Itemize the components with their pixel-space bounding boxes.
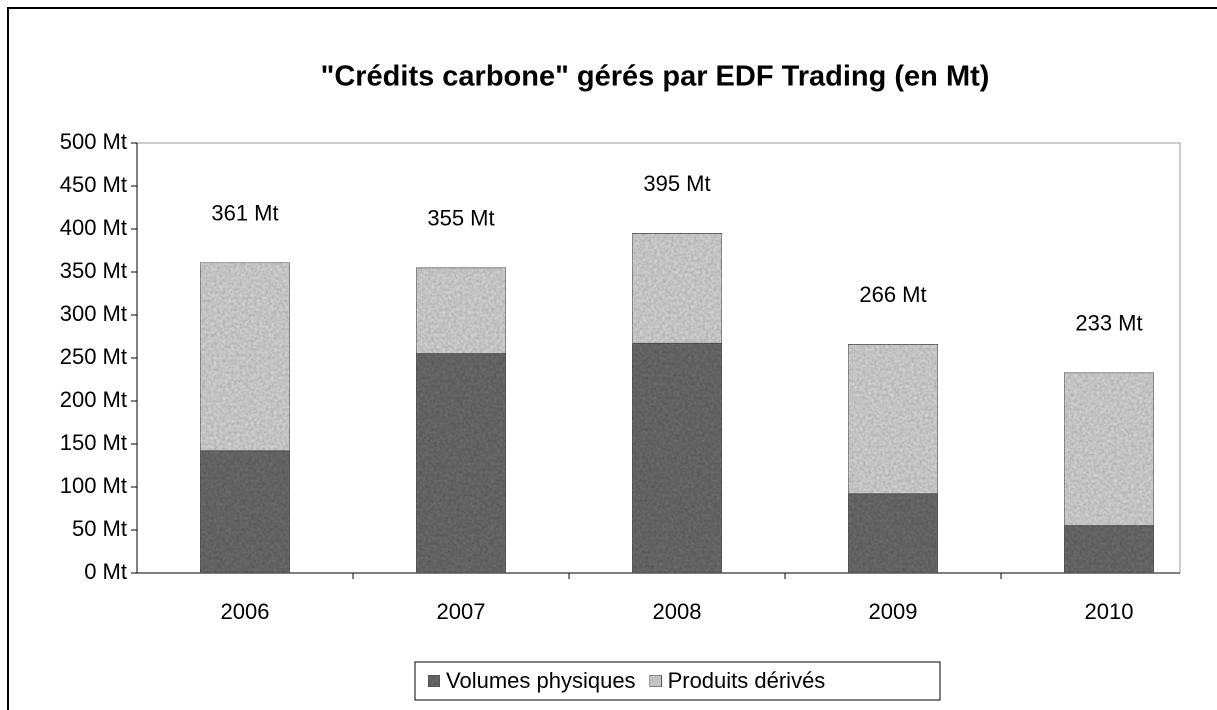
legend-label: Volumes physiques	[446, 668, 636, 693]
bar-segment	[631, 342, 723, 574]
bar-segment	[1063, 525, 1155, 574]
total-label: 361 Mt	[211, 200, 278, 225]
x-tick-label: 2009	[869, 599, 918, 624]
y-tick-label: 100 Mt	[60, 473, 127, 498]
x-tick-label: 2007	[437, 599, 486, 624]
y-tick-label: 450 Mt	[60, 172, 127, 197]
bar-segment	[847, 493, 939, 574]
legend	[414, 661, 941, 701]
y-tick-label: 50 Mt	[72, 516, 127, 541]
total-label: 233 Mt	[1075, 310, 1142, 335]
y-tick-label: 500 Mt	[60, 129, 127, 154]
bar-segment	[847, 343, 939, 495]
x-tick-label: 2008	[653, 599, 702, 624]
x-tick-label: 2006	[221, 599, 270, 624]
legend-swatch	[649, 674, 663, 688]
frame	[7, 7, 1217, 710]
bar-segment	[631, 232, 723, 344]
legend-swatch	[427, 674, 441, 688]
bar-segment	[199, 450, 291, 574]
total-label: 395 Mt	[643, 171, 710, 196]
y-tick-label: 300 Mt	[60, 301, 127, 326]
y-tick-label: 400 Mt	[60, 215, 127, 240]
x-tick-label: 2010	[1085, 599, 1134, 624]
y-tick-label: 0 Mt	[84, 559, 127, 584]
y-tick-label: 350 Mt	[60, 258, 127, 283]
y-tick-label: 200 Mt	[60, 387, 127, 412]
bar-segment	[415, 353, 507, 574]
y-tick-label: 150 Mt	[60, 430, 127, 455]
y-tick-label: 250 Mt	[60, 344, 127, 369]
bar-segment	[415, 267, 507, 355]
legend-label: Produits dérivés	[668, 668, 826, 693]
chart-title: "Crédits carbone" gérés par EDF Trading …	[321, 61, 990, 93]
bar-segment	[1063, 372, 1155, 527]
bar-segment	[199, 262, 291, 452]
total-label: 266 Mt	[859, 282, 926, 307]
total-label: 355 Mt	[427, 206, 494, 231]
